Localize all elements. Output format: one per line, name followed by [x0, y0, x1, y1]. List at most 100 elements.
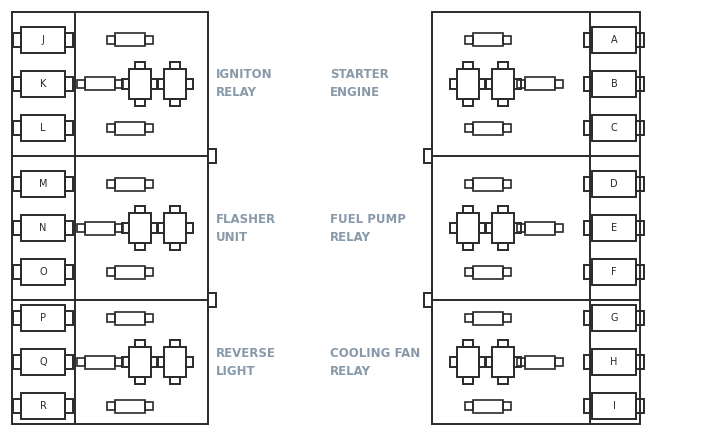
Bar — [463, 243, 473, 250]
Bar — [450, 223, 457, 233]
Bar — [21, 393, 65, 419]
Bar — [157, 357, 164, 367]
Bar — [555, 80, 563, 88]
Bar — [151, 357, 158, 367]
Bar — [13, 177, 21, 191]
Bar — [13, 121, 21, 135]
Bar — [65, 221, 73, 235]
Bar — [135, 206, 145, 213]
Bar — [65, 177, 73, 191]
Bar — [485, 357, 492, 367]
Bar — [498, 206, 508, 213]
Bar — [517, 358, 525, 366]
Text: N: N — [40, 223, 47, 233]
Bar — [13, 399, 21, 413]
Bar — [21, 259, 65, 285]
Bar — [164, 347, 186, 377]
Bar — [145, 402, 153, 410]
Bar — [592, 215, 636, 241]
Text: K: K — [40, 79, 46, 89]
Bar — [77, 358, 85, 366]
Text: O: O — [39, 267, 47, 277]
Bar — [555, 358, 563, 366]
Bar — [492, 69, 514, 99]
Bar — [208, 149, 216, 163]
Bar — [592, 171, 636, 197]
Bar — [21, 171, 65, 197]
Bar — [115, 224, 123, 232]
Bar — [65, 399, 73, 413]
Text: J: J — [42, 35, 45, 45]
Bar — [584, 355, 592, 369]
Bar — [463, 99, 473, 106]
Bar — [555, 224, 563, 232]
Bar — [145, 180, 153, 188]
Bar — [503, 124, 511, 132]
Bar — [170, 62, 180, 69]
Bar — [498, 62, 508, 69]
Bar — [107, 268, 115, 276]
Bar — [503, 36, 511, 44]
Bar — [492, 213, 514, 243]
Bar — [525, 355, 555, 368]
Bar — [424, 149, 432, 163]
Bar — [186, 357, 193, 367]
Text: I: I — [613, 401, 616, 411]
Bar — [65, 355, 73, 369]
Bar — [465, 314, 473, 322]
Text: E: E — [611, 223, 617, 233]
Bar — [517, 224, 525, 232]
Bar — [465, 402, 473, 410]
Bar — [170, 99, 180, 106]
Bar — [592, 259, 636, 285]
Bar — [465, 180, 473, 188]
Bar — [592, 115, 636, 141]
Bar — [107, 402, 115, 410]
Bar — [13, 355, 21, 369]
Bar — [636, 399, 644, 413]
Bar — [424, 293, 432, 307]
Text: G: G — [610, 313, 618, 323]
Bar — [135, 377, 145, 384]
Bar — [592, 393, 636, 419]
Bar — [107, 180, 115, 188]
Bar — [122, 79, 129, 89]
Bar — [115, 358, 123, 366]
Bar — [636, 221, 644, 235]
Bar — [107, 314, 115, 322]
Text: B: B — [611, 79, 617, 89]
Bar — [170, 340, 180, 347]
Bar — [503, 402, 511, 410]
Bar — [514, 357, 521, 367]
Bar — [21, 305, 65, 331]
Bar — [485, 79, 492, 89]
Bar — [129, 69, 151, 99]
Bar — [492, 347, 514, 377]
Bar — [636, 33, 644, 47]
Bar — [115, 34, 145, 47]
Bar — [12, 12, 208, 424]
Bar — [65, 311, 73, 325]
Bar — [503, 180, 511, 188]
Bar — [479, 223, 486, 233]
Text: C: C — [611, 123, 617, 133]
Bar — [636, 311, 644, 325]
Bar — [584, 221, 592, 235]
Bar — [21, 215, 65, 241]
Bar — [498, 243, 508, 250]
Text: M: M — [39, 179, 48, 189]
Bar — [115, 311, 145, 324]
Bar — [85, 78, 115, 91]
Text: F: F — [611, 267, 616, 277]
Bar — [65, 77, 73, 91]
Bar — [636, 355, 644, 369]
Text: FUEL PUMP
RELAY: FUEL PUMP RELAY — [330, 212, 406, 243]
Bar — [584, 399, 592, 413]
Bar — [473, 266, 503, 279]
Bar — [473, 122, 503, 134]
Text: REVERSE
LIGHT: REVERSE LIGHT — [216, 347, 276, 378]
Bar — [186, 79, 193, 89]
Bar — [463, 206, 473, 213]
Bar — [498, 99, 508, 106]
Bar — [115, 80, 123, 88]
